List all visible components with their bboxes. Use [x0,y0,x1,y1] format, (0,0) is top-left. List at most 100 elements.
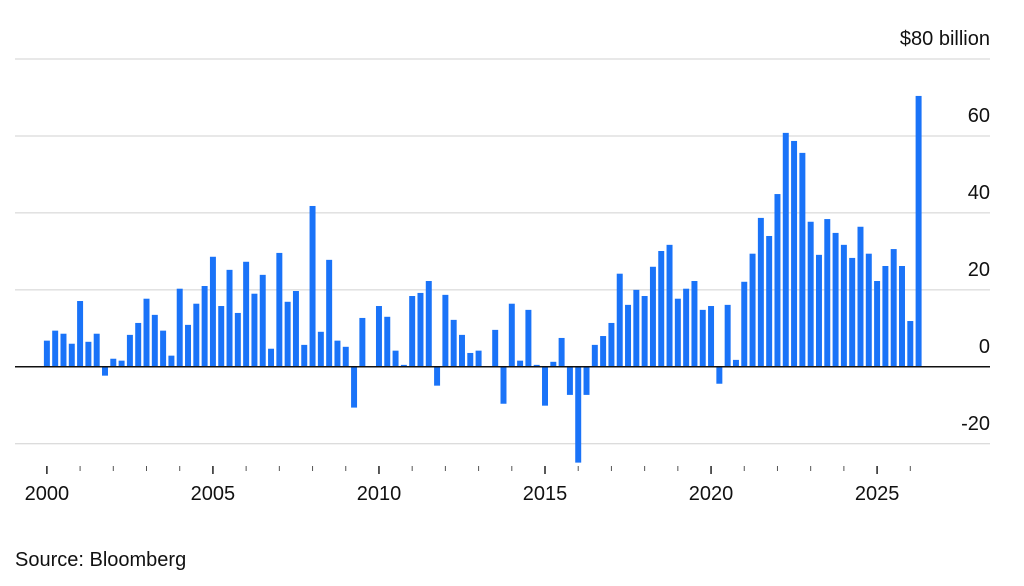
bar [882,266,889,367]
bar [658,250,665,367]
bar [533,364,540,367]
x-tick-label: 2025 [855,483,900,505]
bar [342,346,349,367]
bar [757,217,764,367]
bar [633,289,640,367]
bar [832,232,839,367]
bar [857,226,864,367]
bar [649,266,656,367]
bar [708,306,715,367]
x-tick-label: 2005 [191,483,236,505]
bar [691,281,698,367]
bar [616,273,623,367]
bar [641,296,648,367]
bar [525,309,532,367]
bar [699,309,706,367]
bar [226,269,233,367]
bar [500,366,507,404]
bar [251,293,258,367]
bar [583,366,590,395]
bar [102,366,108,376]
x-tick-label: 2000 [25,483,70,505]
bar [284,301,291,367]
y-tick-label: 40 [968,182,990,204]
bar [450,319,457,367]
bar [384,316,391,367]
bar [899,266,905,367]
bar [724,304,731,367]
bar [434,366,441,386]
bar [666,244,673,367]
bar [317,331,324,367]
bar [425,281,432,367]
y-tick-label: 20 [968,259,990,281]
bar [201,286,208,367]
bar [375,306,382,367]
bar [890,249,897,367]
bar [68,343,75,367]
bar [492,329,499,367]
bar [849,257,856,367]
bar [185,324,192,367]
bar [259,274,266,367]
bar [118,360,125,367]
bar [566,366,573,395]
bar [276,252,283,367]
bar [608,322,615,367]
bar [749,253,756,367]
bar [209,256,216,367]
bar [160,330,167,367]
bar [915,95,922,367]
bar [168,355,175,367]
bar [683,288,690,367]
y-tick-label: $80 billion [900,28,990,50]
bar [907,321,914,367]
bar [732,359,739,367]
bar [674,298,681,367]
y-tick-label: -20 [961,413,990,435]
bar [151,314,158,367]
bar [400,364,407,367]
bar [52,330,59,367]
bar [508,303,515,367]
bar [110,358,117,367]
bar [741,281,748,367]
bar [351,366,358,408]
bar [840,244,847,367]
bar [591,344,598,367]
y-tick-label: 0 [979,336,990,358]
bar [824,219,831,367]
x-tick-label: 2020 [689,483,734,505]
bar [93,333,100,367]
source-note: Source: Bloomberg [15,549,186,571]
bar [475,350,482,367]
bar [467,352,474,367]
x-tick-label: 2015 [523,483,568,505]
bar [815,254,822,367]
bar [409,296,416,367]
bar [807,221,814,367]
x-tick-label: 2010 [357,483,402,505]
bar [517,360,524,367]
bar [458,334,465,367]
bar [774,194,781,367]
bar [85,341,92,367]
bar [176,288,183,367]
bar [716,366,723,384]
bar [126,334,133,367]
bar [600,336,607,367]
bar [550,361,557,367]
bar [218,306,225,367]
bar [193,303,200,367]
bar [326,259,333,367]
bar [359,317,366,367]
bar [292,291,299,367]
bar [309,205,316,367]
bar [392,350,399,367]
bar [558,337,565,367]
bar [542,366,548,406]
bar [243,261,250,367]
bar [60,333,67,367]
bar [268,348,275,367]
